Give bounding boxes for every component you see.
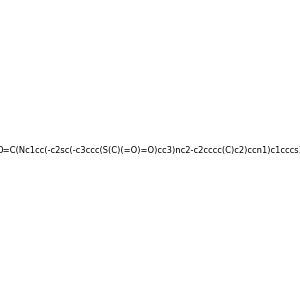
Text: O=C(Nc1cc(-c2sc(-c3ccc(S(C)(=O)=O)cc3)nc2-c2cccc(C)c2)ccn1)c1cccs1: O=C(Nc1cc(-c2sc(-c3ccc(S(C)(=O)=O)cc3)nc… xyxy=(0,146,300,154)
